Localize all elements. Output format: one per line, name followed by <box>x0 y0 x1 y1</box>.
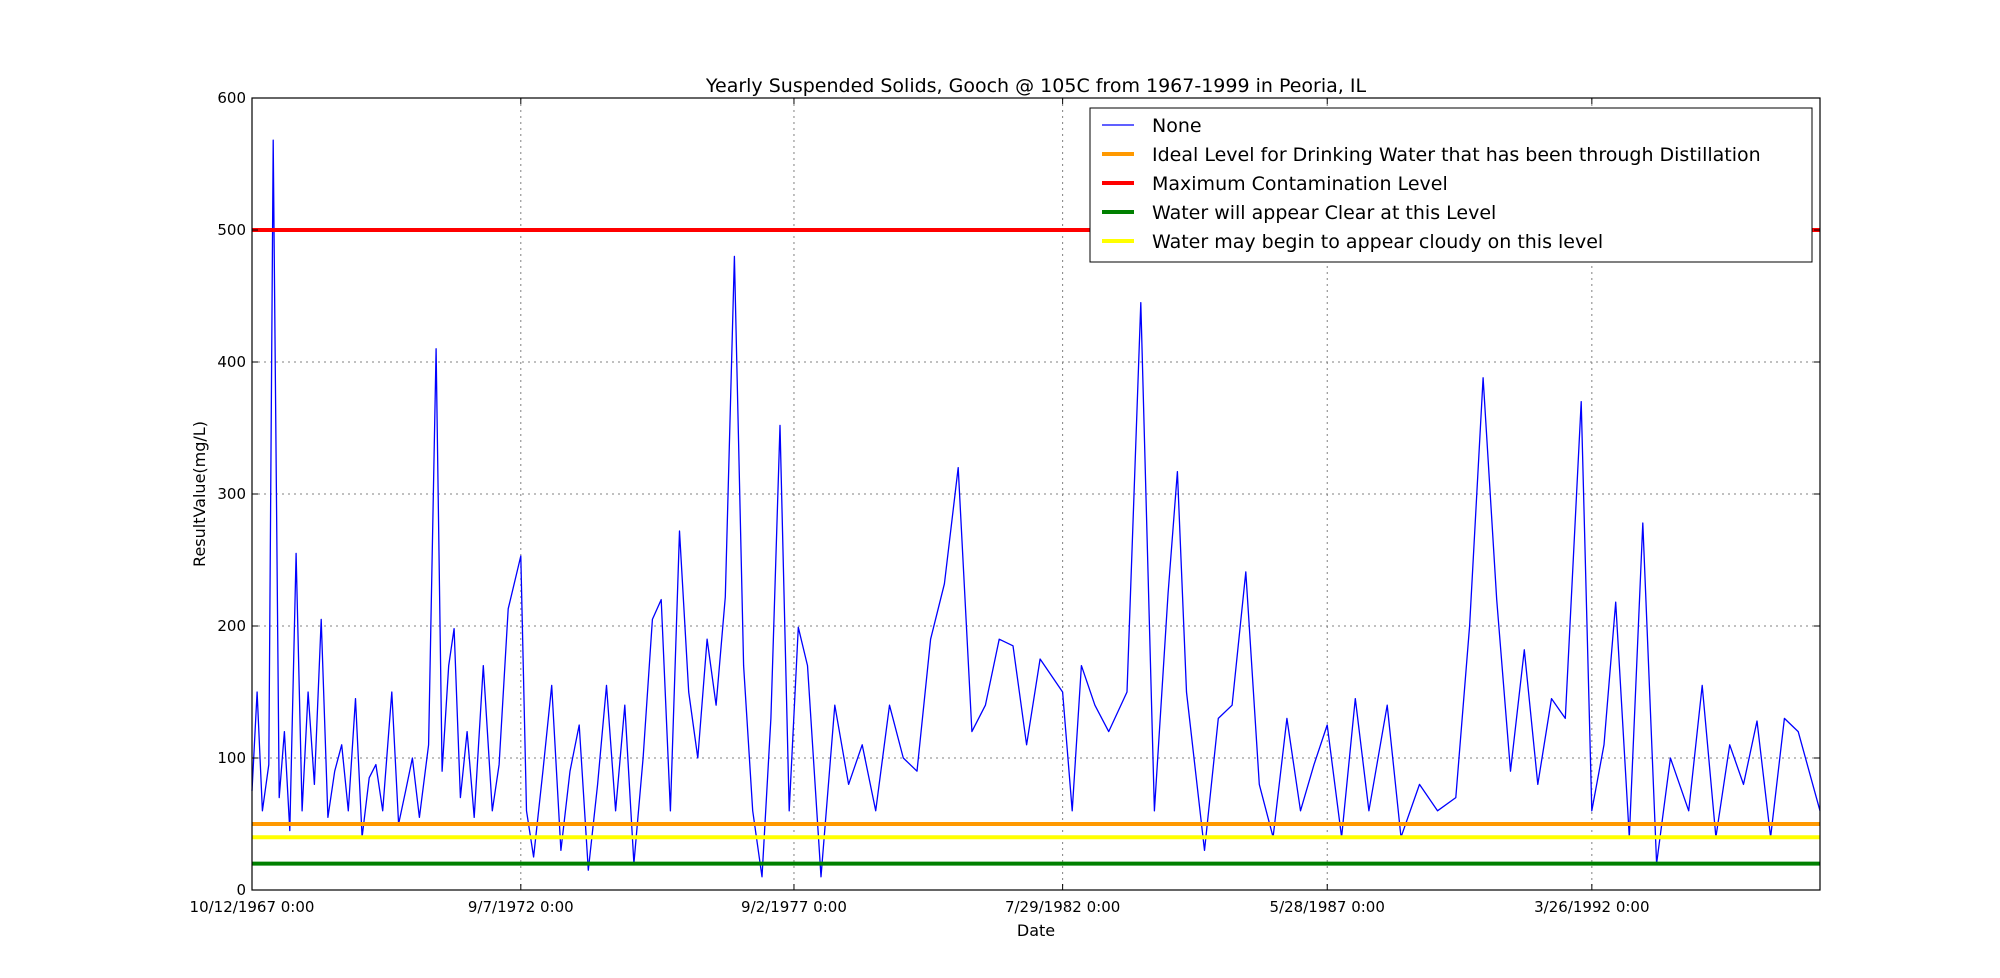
y-tick-label: 500 <box>217 221 246 239</box>
ticks: 0 100 200 300 400 500 600 10/12/1967 0:00 9/7/19… <box>190 89 1820 916</box>
legend-entry-label: Ideal Level for Drinking Water that has … <box>1152 144 1761 166</box>
series-line-measurements <box>251 139 1821 878</box>
y-tick-label: 600 <box>217 89 246 107</box>
legend-entry-label: Maximum Contamination Level <box>1152 173 1448 195</box>
x-tick-label: 3/26/1992 0:00 <box>1534 898 1649 916</box>
chart-title: Yearly Suspended Solids, Gooch @ 105C fr… <box>705 75 1367 97</box>
legend-entry-label: None <box>1152 115 1202 137</box>
y-tick-label: 200 <box>217 617 246 635</box>
y-tick-label: 100 <box>217 749 246 767</box>
legend-entry-label: Water will appear Clear at this Level <box>1152 202 1496 224</box>
y-tick-label: 0 <box>236 881 246 899</box>
legend: None Ideal Level for Drinking Water that … <box>1089 107 1813 263</box>
x-tick-label: 9/2/1977 0:00 <box>741 898 847 916</box>
y-axis-label: ResultValue(mg/L) <box>190 421 209 567</box>
x-tick-label: 10/12/1967 0:00 <box>190 898 315 916</box>
x-tick-label: 7/29/1982 0:00 <box>1005 898 1120 916</box>
x-axis-label: Date <box>1017 921 1055 940</box>
legend-box <box>1089 107 1813 263</box>
x-tick-label: 5/28/1987 0:00 <box>1270 898 1385 916</box>
y-tick-label: 400 <box>217 353 246 371</box>
x-tick-label: 9/7/1972 0:00 <box>468 898 574 916</box>
legend-entry-label: Water may begin to appear cloudy on this… <box>1152 231 1603 253</box>
y-tick-label: 300 <box>217 485 246 503</box>
